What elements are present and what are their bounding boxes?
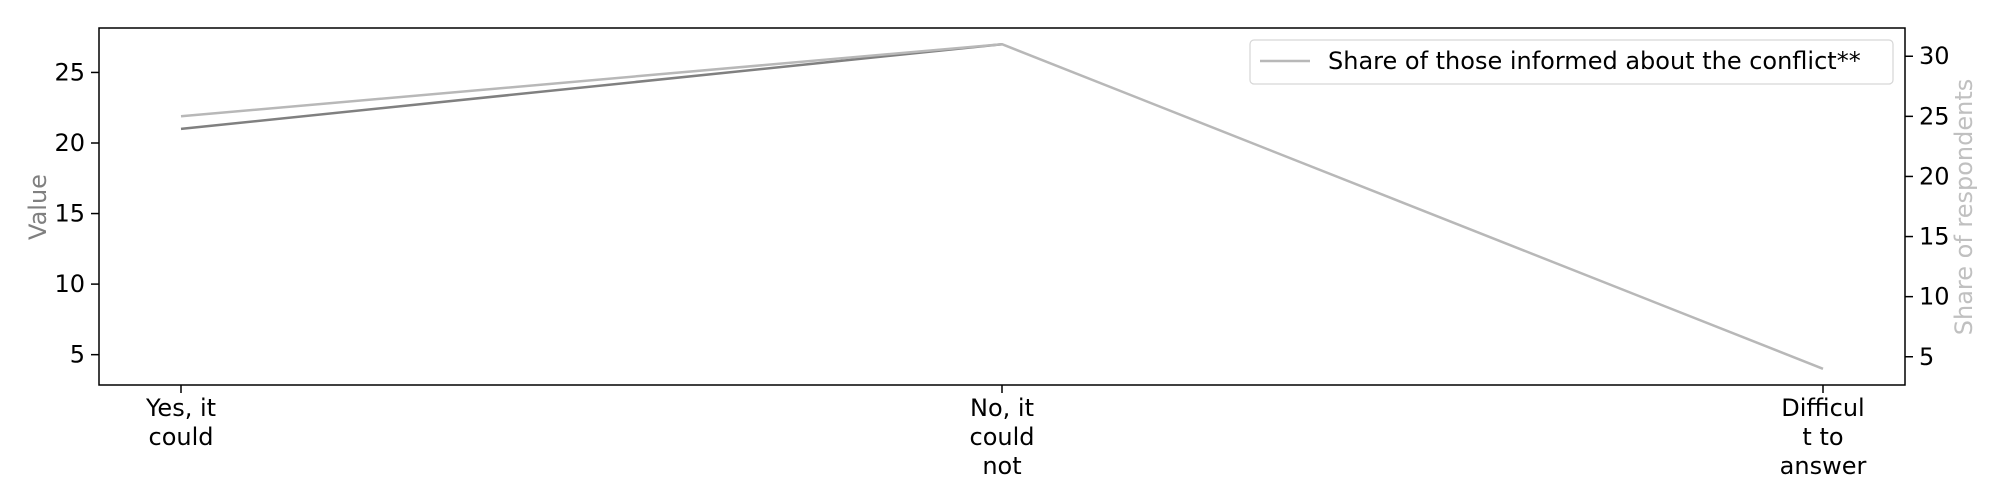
right-tick-label: 25 xyxy=(1919,102,1950,130)
left-tick-label: 15 xyxy=(54,200,85,228)
series-layer xyxy=(180,42,1824,370)
legend-label: Share of those informed about the confli… xyxy=(1328,47,1861,75)
right-tick-label: 30 xyxy=(1919,42,1950,70)
x-tick-label-line: not xyxy=(982,452,1021,480)
legend: Share of those informed about the confli… xyxy=(1249,39,1894,85)
right-tick-label: 20 xyxy=(1919,162,1950,190)
left-tick-label: 10 xyxy=(54,270,85,298)
series-line-1 xyxy=(180,42,1003,131)
x-tick-label-line: No, it xyxy=(970,394,1034,422)
left-tick-label: 20 xyxy=(54,129,85,157)
left-tick-label: 5 xyxy=(70,341,85,369)
x-tick-label-line: answer xyxy=(1780,452,1867,480)
right-tick-label: 5 xyxy=(1919,343,1934,371)
x-tick-label-line: could xyxy=(970,423,1035,451)
x-tick-label: Yes, it could xyxy=(145,394,216,451)
x-tick-label-line: could xyxy=(149,423,214,451)
right-axis-title: Share of respondents xyxy=(1950,79,1978,336)
left-axis: 5 10 15 20 25 xyxy=(54,58,99,369)
x-tick-label-line: t to xyxy=(1802,423,1843,451)
x-tick-label: No, it could not xyxy=(970,394,1035,480)
right-axis: 5 10 15 20 25 30 xyxy=(1905,42,1950,371)
x-tick-label: Difficul t to answer xyxy=(1780,394,1867,480)
right-tick-label: 15 xyxy=(1919,223,1950,251)
x-tick-label-line: Yes, it xyxy=(145,394,216,422)
left-axis-title: Value xyxy=(24,174,52,240)
right-tick-label: 10 xyxy=(1919,283,1950,311)
legend-box xyxy=(1249,39,1894,85)
left-tick-label: 25 xyxy=(54,58,85,86)
x-tick-label-line: Difficul xyxy=(1781,394,1864,422)
